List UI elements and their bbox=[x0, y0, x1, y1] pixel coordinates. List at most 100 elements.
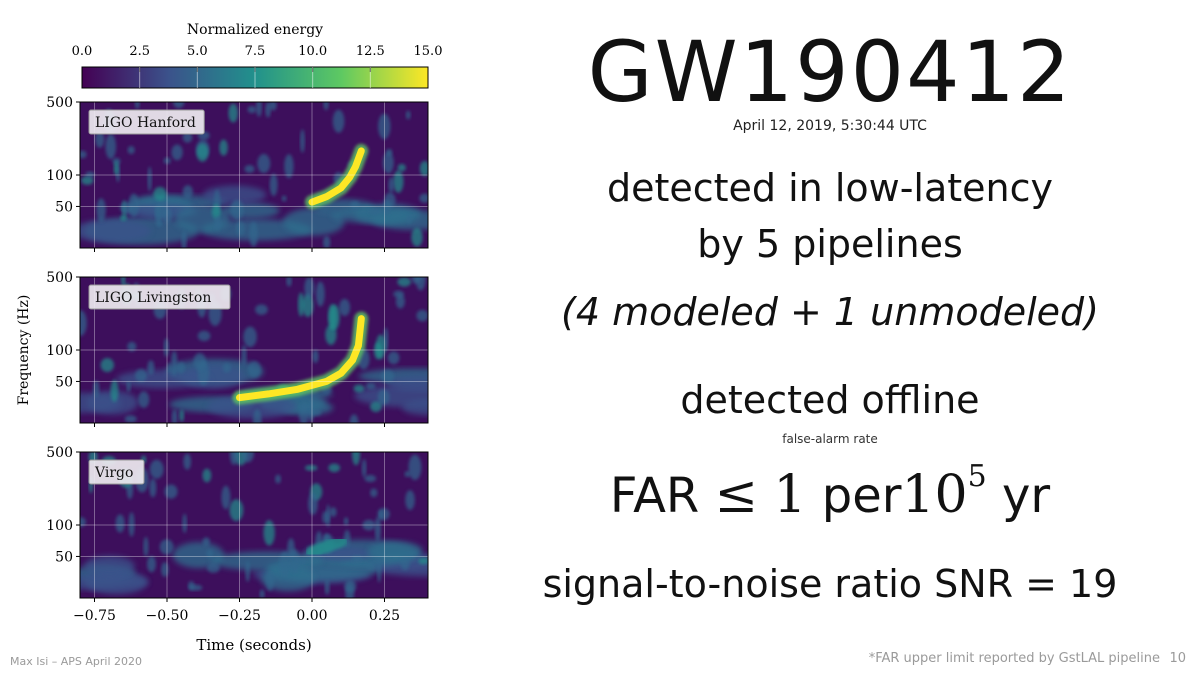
noise-speck bbox=[302, 293, 314, 318]
noise-speck bbox=[265, 102, 271, 118]
noise-speck bbox=[393, 290, 405, 298]
noise-speck bbox=[387, 351, 400, 365]
noise-speck bbox=[196, 143, 209, 162]
noise-speck bbox=[119, 201, 134, 214]
noise-speck bbox=[206, 562, 220, 573]
noise-blob bbox=[207, 395, 297, 419]
noise-speck bbox=[96, 198, 106, 223]
noise-speck bbox=[344, 579, 357, 593]
footer-note: *FAR upper limit reported by GstLAL pipe… bbox=[868, 651, 1160, 666]
noise-speck bbox=[138, 391, 150, 408]
noise-speck bbox=[375, 334, 386, 360]
noise-speck bbox=[308, 492, 318, 515]
noise-blob bbox=[221, 202, 280, 219]
noise-speck bbox=[255, 304, 268, 315]
noise-speck bbox=[161, 562, 169, 577]
noise-speck bbox=[171, 144, 183, 161]
noise-speck bbox=[395, 294, 405, 309]
noise-speck bbox=[304, 464, 318, 471]
noise-speck bbox=[329, 507, 337, 517]
colorbar-label: Normalized energy bbox=[187, 22, 323, 38]
noise-speck bbox=[297, 292, 305, 317]
noise-speck bbox=[350, 201, 360, 210]
noise-speck bbox=[171, 350, 178, 376]
far-caption: false-alarm rate bbox=[782, 432, 878, 446]
noise-speck bbox=[202, 468, 212, 483]
colorbar-tick-label: 12.5 bbox=[356, 44, 385, 59]
noise-blob bbox=[282, 207, 345, 236]
noise-blob bbox=[174, 205, 231, 233]
x-tick-label: 0.25 bbox=[369, 608, 400, 624]
noise-speck bbox=[257, 153, 271, 174]
noise-speck bbox=[312, 349, 319, 364]
noise-speck bbox=[80, 150, 87, 159]
noise-speck bbox=[384, 192, 396, 208]
noise-blob bbox=[84, 555, 135, 577]
noise-speck bbox=[85, 171, 95, 178]
noise-speck bbox=[377, 389, 390, 405]
event-title: GW190412 bbox=[587, 23, 1073, 121]
noise-speck bbox=[235, 221, 245, 236]
noise-speck bbox=[146, 555, 156, 573]
noise-speck bbox=[408, 454, 422, 481]
y-tick-label: 100 bbox=[46, 518, 73, 534]
far-number: 1 bbox=[773, 465, 807, 525]
noise-blob bbox=[354, 384, 428, 408]
colorbar-tick-label: 7.5 bbox=[245, 44, 266, 59]
spectrogram-figure: Normalized energy 0.0 2.5 5.0 7.5 10.0 12.5 15.… bbox=[0, 0, 460, 674]
detector-label-box bbox=[88, 284, 231, 310]
noise-speck bbox=[149, 459, 164, 479]
detector-label: LIGO Hanford bbox=[95, 115, 196, 131]
noise-speck bbox=[127, 341, 137, 352]
noise-speck bbox=[81, 175, 94, 185]
noise-speck bbox=[411, 227, 423, 247]
noise-speck bbox=[243, 326, 257, 348]
noise-speck bbox=[365, 382, 376, 390]
noise-speck bbox=[370, 488, 378, 498]
noise-speck bbox=[120, 214, 127, 222]
noise-blob bbox=[80, 392, 122, 413]
noise-speck bbox=[153, 186, 167, 201]
noise-speck bbox=[206, 549, 214, 558]
noise-speck bbox=[368, 208, 382, 215]
noise-speck bbox=[179, 409, 185, 422]
noise-speck bbox=[379, 510, 384, 521]
noise-speck bbox=[147, 166, 152, 192]
noise-speck bbox=[115, 514, 125, 533]
y-tick-label: 500 bbox=[46, 270, 73, 286]
noise-speck bbox=[343, 517, 349, 526]
noise-speck bbox=[339, 298, 351, 317]
noise-speck bbox=[95, 131, 105, 148]
y-tick-label: 100 bbox=[46, 343, 73, 359]
noise-blob bbox=[260, 566, 316, 592]
snr-statement: signal-to-noise ratio SNR = 19 bbox=[542, 562, 1118, 606]
detection-line-1: detected in low-latency bbox=[606, 166, 1054, 210]
noise-speck bbox=[244, 164, 255, 173]
noise-speck bbox=[380, 369, 395, 383]
noise-speck bbox=[247, 105, 257, 114]
noise-speck bbox=[167, 362, 172, 373]
noise-speck bbox=[284, 154, 294, 179]
noise-speck bbox=[418, 557, 428, 565]
noise-speck bbox=[315, 281, 325, 307]
chirp-glow bbox=[306, 535, 347, 559]
noise-speck bbox=[162, 208, 173, 224]
noise-speck bbox=[149, 478, 157, 498]
panel-ligo-hanford: 500 100 50 LIGO Hanford bbox=[46, 95, 429, 252]
noise-speck bbox=[249, 221, 258, 248]
panel-virgo: 500 100 50 Virgo bbox=[46, 445, 429, 602]
detection-line-2: by 5 pipelines bbox=[697, 222, 963, 266]
noise-speck bbox=[143, 536, 149, 557]
noise-speck bbox=[353, 384, 365, 393]
noise-speck bbox=[193, 352, 207, 371]
colorbar-tick-label: 10.0 bbox=[298, 44, 327, 59]
noise-speck bbox=[113, 161, 119, 176]
y-tick-label: 50 bbox=[55, 549, 73, 565]
y-tick-label: 50 bbox=[55, 199, 73, 215]
noise-speck bbox=[173, 102, 185, 109]
noise-speck bbox=[183, 453, 192, 470]
noise-speck bbox=[419, 193, 428, 203]
noise-speck bbox=[182, 513, 187, 534]
detector-label-box bbox=[88, 459, 145, 485]
noise-speck bbox=[147, 360, 155, 375]
